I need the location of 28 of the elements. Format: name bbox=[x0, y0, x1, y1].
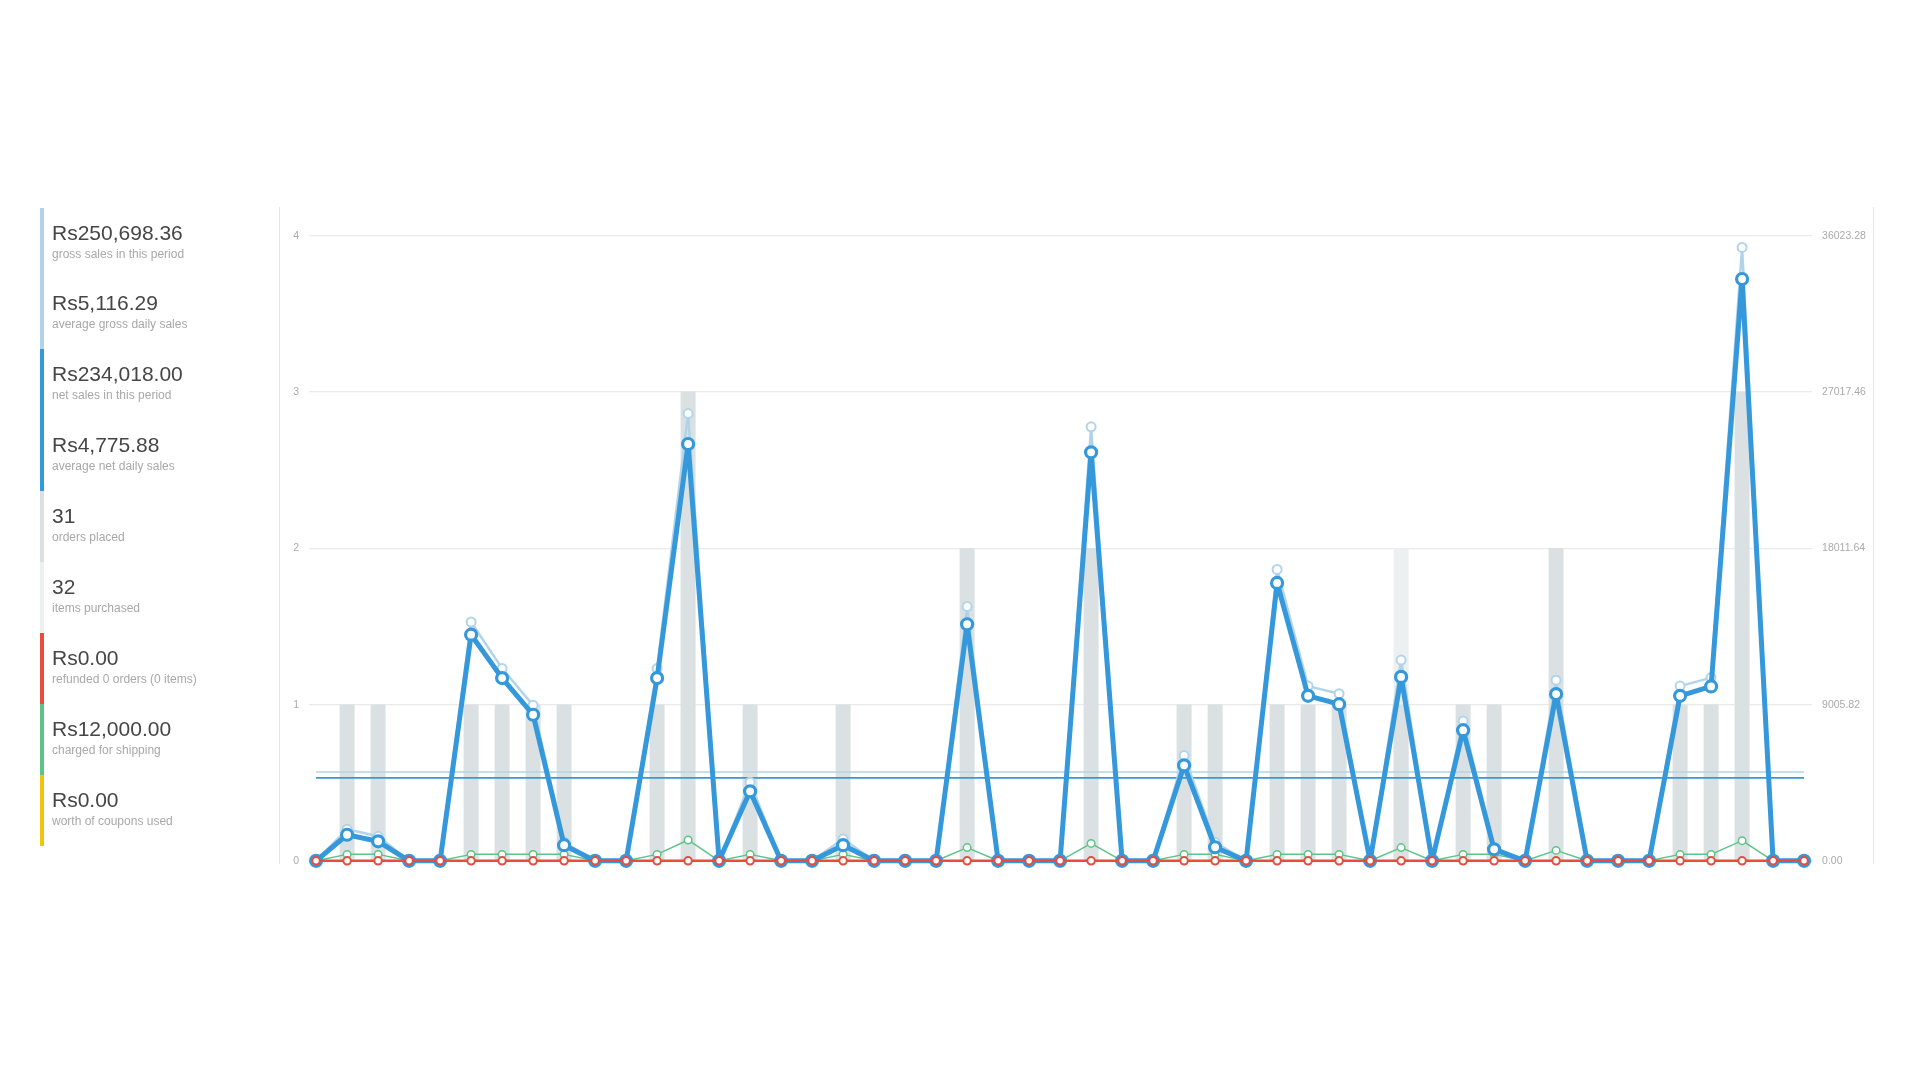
y-tick-label: 3 bbox=[293, 386, 300, 398]
legend-label: orders placed bbox=[52, 530, 126, 546]
y2-tick-label: 36023.28 bbox=[1822, 229, 1866, 241]
legend-label: refunded 0 orders (0 items) bbox=[52, 671, 198, 687]
text: Rs12,000.00 bbox=[52, 715, 173, 742]
text: Rs5,116.29 bbox=[52, 290, 159, 317]
y2-tick-label: 18011.64 bbox=[1822, 542, 1866, 554]
text: 31 bbox=[52, 503, 77, 530]
y-tick-label: 2 bbox=[293, 542, 300, 554]
text: Rs4,775.88 bbox=[52, 432, 161, 459]
text: Rs0.00 bbox=[52, 786, 120, 813]
text: Rs250,698.36 bbox=[52, 219, 184, 246]
y2-tick-label: 0.00 bbox=[1822, 855, 1843, 867]
legend-label: items purchased bbox=[52, 600, 142, 616]
legend-label: worth of coupons used bbox=[52, 813, 174, 829]
legend-label: net sales in this period bbox=[52, 388, 173, 404]
legend-label: charged for shipping bbox=[52, 742, 162, 758]
y-tick-label: 4 bbox=[293, 229, 300, 241]
text: 32 bbox=[52, 573, 77, 600]
legend-label: average net daily sales bbox=[52, 459, 176, 475]
y-tick-label: 0 bbox=[293, 855, 300, 867]
legend-label: average gross daily sales bbox=[52, 317, 189, 333]
y2-tick-label: 9005.82 bbox=[1822, 698, 1861, 710]
y2-tick-label: 27017.46 bbox=[1822, 386, 1866, 398]
text: Rs0.00 bbox=[52, 644, 120, 671]
legend-label: gross sales in this period bbox=[52, 246, 186, 262]
y-tick-label: 1 bbox=[293, 698, 300, 710]
text: Rs234,018.00 bbox=[52, 361, 184, 388]
